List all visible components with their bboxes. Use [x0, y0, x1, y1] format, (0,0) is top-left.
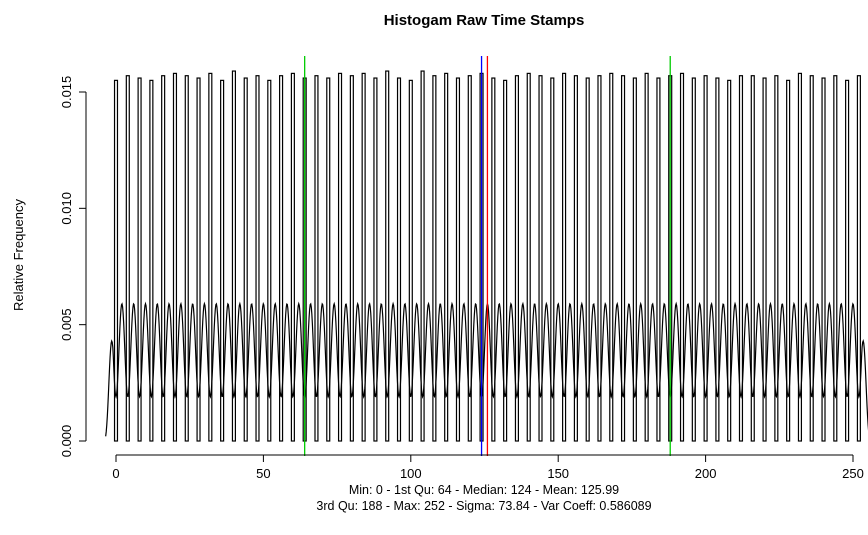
histogram-bar [349, 75, 354, 442]
histogram-bar [184, 75, 189, 442]
statistic-lines [304, 56, 671, 456]
x-axis: 0 50 100 150 200 250 [112, 454, 864, 481]
histogram-bar [385, 70, 390, 442]
histogram-bar [809, 75, 814, 442]
histogram-bar [845, 79, 850, 442]
histogram-bar [491, 77, 496, 442]
histogram-bar [161, 75, 166, 442]
y-tick-label: 0.000 [59, 425, 74, 458]
histogram-bar [597, 75, 602, 442]
histogram-bar [514, 75, 520, 442]
histogram-bar [396, 77, 402, 442]
histogram-bar [562, 72, 567, 442]
histogram-bar [137, 77, 142, 442]
histogram-bar [196, 77, 201, 442]
histogram-bar [373, 77, 378, 442]
histogram-bar [656, 77, 661, 442]
histogram-bar [314, 75, 319, 442]
histogram-bar [703, 75, 708, 442]
histogram-bar [786, 79, 791, 442]
histogram-bar [444, 72, 449, 442]
histogram-bar [408, 79, 413, 442]
histogram-bar [644, 72, 649, 442]
histogram-bar [797, 72, 803, 442]
histogram-bar [290, 72, 295, 442]
histogram-bar [609, 72, 614, 442]
histogram-bar [279, 75, 284, 442]
histogram-bar [762, 77, 767, 442]
histogram-bar [585, 77, 590, 442]
histogram-bar [267, 79, 272, 442]
histogram-bar [220, 79, 225, 442]
x-tick-label: 200 [695, 466, 717, 481]
histogram-bar [113, 79, 119, 442]
histogram-bar [856, 75, 861, 442]
x-tick-label: 100 [400, 466, 422, 481]
histogram-bar [361, 72, 366, 442]
histogram-bar [526, 72, 531, 442]
histogram-bar [231, 70, 236, 442]
histogram-bar [550, 77, 555, 442]
histogram-bar [691, 77, 696, 442]
histogram-bar [821, 77, 826, 442]
histogram-bar [243, 77, 248, 442]
histogram-bar [632, 77, 637, 442]
summary-line-1: Min: 0 - 1st Qu: 64 - Median: 124 - Mean… [349, 483, 619, 497]
chart-title: Histogam Raw Time Stamps [384, 12, 585, 29]
histogram-bar [679, 72, 685, 442]
histogram-bar [149, 79, 154, 442]
histogram-bar [538, 75, 543, 442]
histogram-bar [125, 75, 130, 442]
summary-line-2: 3rd Qu: 188 - Max: 252 - Sigma: 73.84 - … [316, 499, 651, 513]
y-axis-label: Relative Frequency [11, 199, 26, 311]
histogram-bar [503, 79, 508, 442]
histogram-bar [774, 75, 779, 442]
histogram-bar [833, 75, 838, 442]
x-tick-label: 0 [112, 466, 119, 481]
histogram-bar [727, 79, 732, 442]
histogram-bars [113, 70, 861, 442]
histogram-bar [715, 77, 720, 442]
histogram-bar [467, 75, 472, 442]
y-axis: 0.000 0.005 0.010 0.015 [59, 76, 87, 458]
y-tick-label: 0.015 [59, 76, 74, 109]
histogram-bar [255, 75, 260, 442]
histogram-bar [620, 75, 626, 442]
histogram-bar [172, 72, 178, 442]
histogram-bar [432, 75, 437, 442]
histogram-bar [420, 70, 425, 442]
histogram-bar [573, 75, 578, 442]
y-tick-label: 0.005 [59, 308, 74, 341]
x-tick-label: 250 [842, 466, 864, 481]
x-tick-label: 50 [256, 466, 270, 481]
histogram-bar [337, 72, 343, 442]
histogram-bar [455, 77, 461, 442]
histogram-bar [750, 75, 755, 442]
x-tick-label: 150 [547, 466, 569, 481]
histogram-bar [738, 75, 744, 442]
y-tick-label: 0.010 [59, 192, 74, 225]
histogram-bar [208, 72, 213, 442]
histogram-bar [326, 77, 331, 442]
